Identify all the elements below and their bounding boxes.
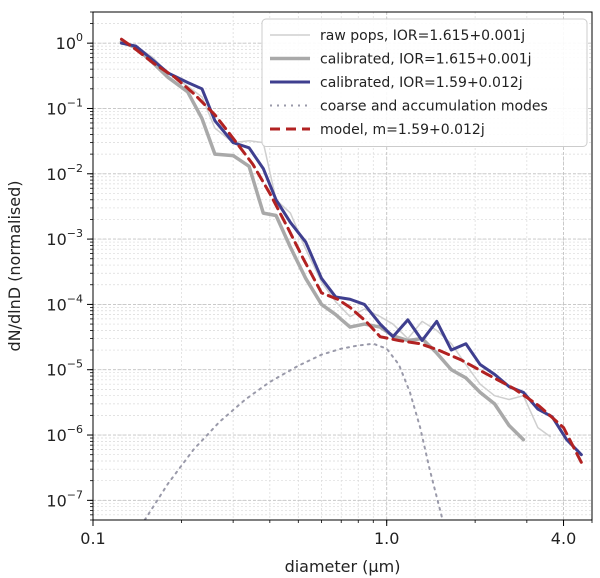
legend-label-0: raw pops, IOR=1.615+0.001j (320, 28, 525, 44)
plot-frame (92, 11, 593, 521)
series-line-1 (119, 40, 526, 442)
x-tick-label: 4.0 (551, 529, 576, 548)
y-tick-label-base: 10 (56, 34, 76, 53)
y-tick-label: 10−5 (46, 358, 83, 380)
y-tick-label: 10−2 (46, 162, 83, 184)
y-tick-label-base: 10 (46, 230, 66, 249)
y-tick-label-base: 10 (46, 165, 66, 184)
series-line-0 (120, 39, 551, 438)
tick-marks (87, 11, 593, 526)
legend-label-4: model, m=1.59+0.012j (320, 122, 485, 138)
legend-box (261, 18, 588, 147)
y-tick-label: 10−7 (46, 488, 83, 510)
legend: raw pops, IOR=1.615+0.001j calibrated, IO… (261, 18, 588, 147)
y-tick-label-exponent: −7 (67, 488, 83, 501)
series-line-4 (119, 37, 583, 464)
y-tick-label-base: 10 (46, 361, 66, 380)
x-tick-labels: 0.1 1.0 4.0 (80, 529, 576, 548)
y-tick-label-base: 10 (46, 99, 66, 118)
y-tick-label-exponent: −2 (67, 162, 83, 175)
y-tick-label: 10−4 (46, 292, 83, 314)
y-tick-label-base: 10 (46, 491, 66, 510)
x-tick-label: 1.0 (374, 529, 399, 548)
y-tick-label-exponent: −1 (67, 96, 83, 109)
y-tick-label: 10−6 (46, 423, 83, 445)
y-tick-label-exponent: −4 (67, 292, 83, 305)
legend-label-2: calibrated, IOR=1.59+0.012j (320, 75, 523, 91)
legend-label-1: calibrated, IOR=1.615+0.001j (320, 52, 532, 68)
y-tick-label-exponent: 0 (76, 31, 83, 44)
x-axis-label: diameter (μm) (285, 557, 401, 576)
y-tick-label-exponent: −6 (67, 423, 83, 436)
legend-label-3: coarse and accumulation modes (320, 99, 548, 115)
series-layer (119, 37, 583, 520)
y-tick-label: 10−1 (46, 96, 83, 118)
x-tick-label: 0.1 (80, 529, 105, 548)
y-tick-label: 100 (56, 31, 83, 53)
y-tick-label-base: 10 (46, 295, 66, 314)
y-tick-label: 10−3 (46, 227, 83, 249)
y-tick-label-exponent: −5 (67, 358, 83, 371)
y-tick-label-base: 10 (46, 426, 66, 445)
series-line-3 (143, 342, 444, 520)
y-tick-label-exponent: −3 (67, 227, 83, 240)
y-axis-label: dN/dlnD (normalised) (5, 181, 24, 352)
